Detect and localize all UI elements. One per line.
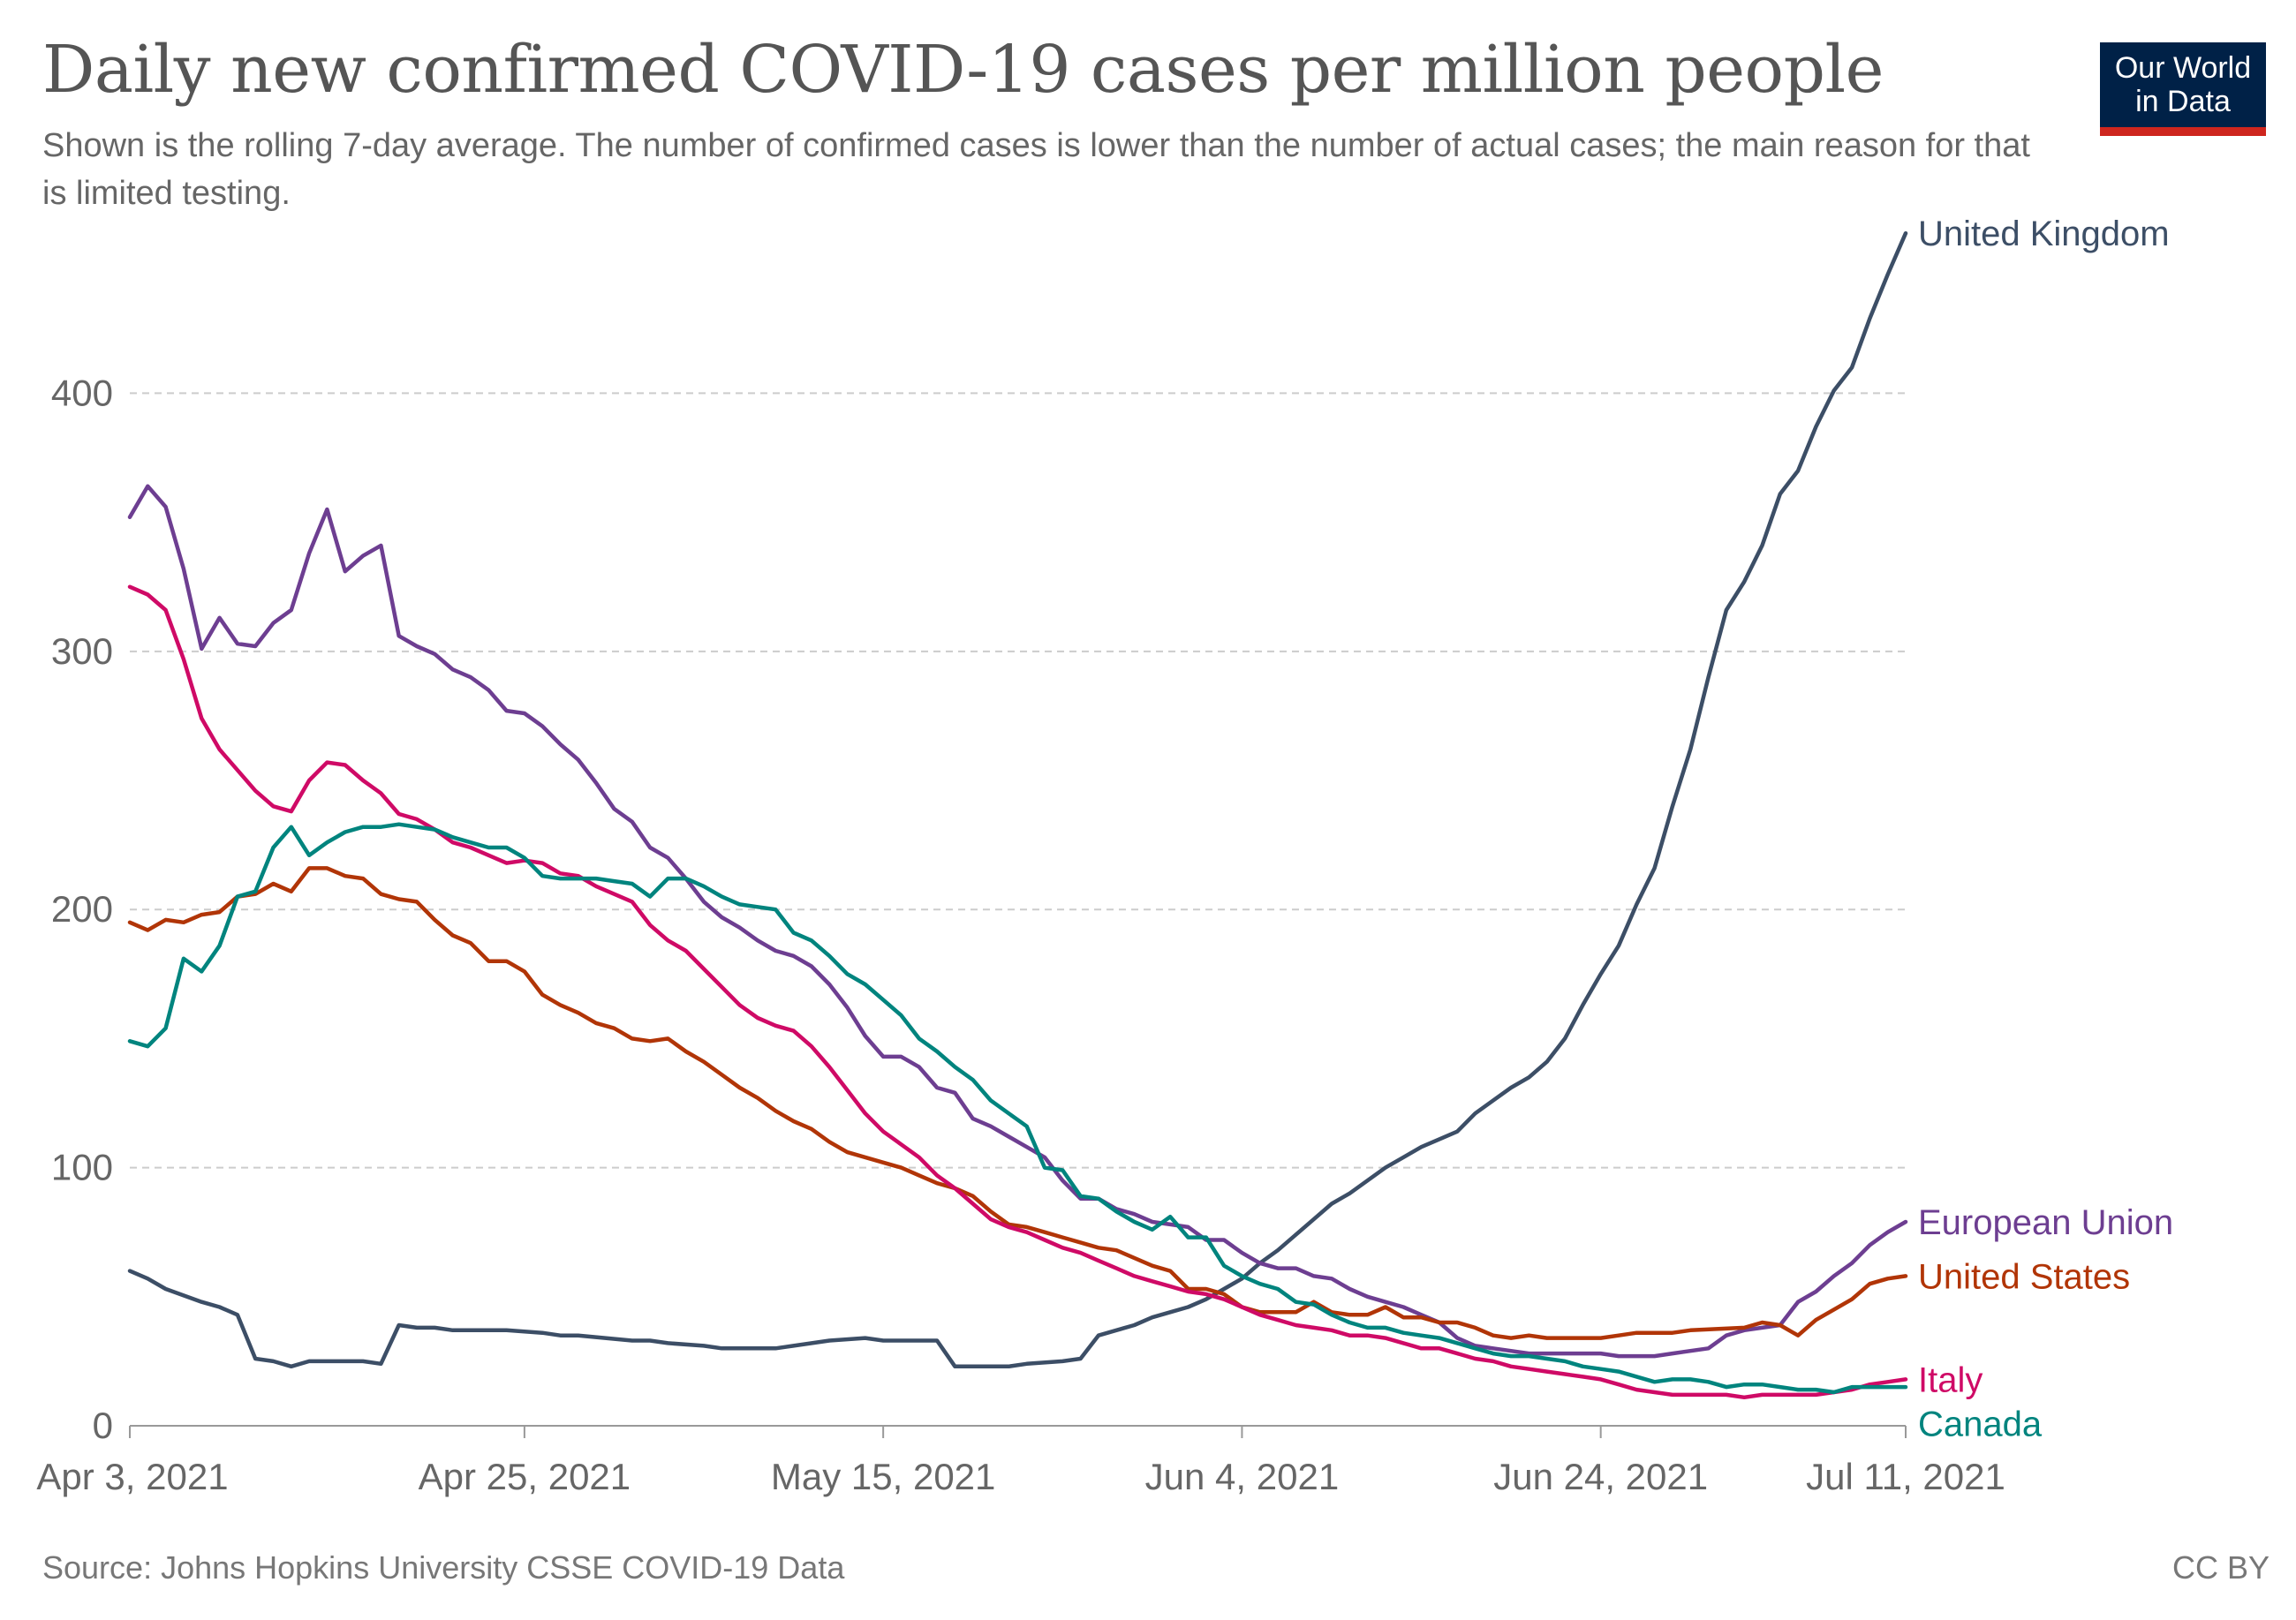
x-tick-label: May 15, 2021 <box>771 1456 996 1497</box>
series-label-italy[interactable]: Italy <box>1918 1360 1983 1399</box>
owid-logo[interactable]: Our World in Data <box>2100 42 2266 136</box>
chart-title: Daily new confirmed COVID-19 cases per m… <box>42 32 1884 108</box>
x-tick-label: Apr 25, 2021 <box>419 1456 631 1497</box>
source-note: Source: Johns Hopkins University CSSE CO… <box>42 1549 845 1586</box>
axes: 0 100 200 300 400 Apr 3, 2021 Apr 25, 2021 May … <box>36 372 2005 1497</box>
series-line-united-kingdom[interactable] <box>127 230 1908 1369</box>
series-line-italy[interactable] <box>127 584 1908 1400</box>
series-line-european-union[interactable] <box>127 484 1908 1359</box>
series-label-united-states[interactable]: United States <box>1918 1257 2130 1296</box>
x-tick-label: Jun 24, 2021 <box>1493 1456 1708 1497</box>
logo-line-1: Our World <box>2114 51 2252 85</box>
grid-lines <box>130 392 1906 1169</box>
y-tick-label: 400 <box>51 372 113 413</box>
series-label-united-kingdom[interactable]: United Kingdom <box>1918 215 2170 253</box>
logo-accent-bar <box>2100 127 2266 136</box>
x-tick-label: Apr 3, 2021 <box>36 1456 228 1497</box>
x-tick-label: Jun 4, 2021 <box>1145 1456 1340 1497</box>
series-line-canada[interactable] <box>127 822 1908 1395</box>
y-tick-label: 300 <box>51 630 113 672</box>
series-lines <box>127 230 1908 1400</box>
series-label-european-union[interactable]: European Union <box>1918 1203 2173 1242</box>
license-link[interactable]: CC BY <box>2171 1549 2270 1586</box>
series-line-united-states[interactable] <box>127 866 1908 1340</box>
x-tick-label: Jul 11, 2021 <box>1806 1456 2005 1497</box>
logo-line-2: in Data <box>2135 85 2231 118</box>
y-tick-label: 200 <box>51 888 113 930</box>
y-tick-label: 100 <box>51 1147 113 1188</box>
series-labels: United Kingdom European Union United State… <box>1918 215 2173 1443</box>
y-tick-label: 0 <box>93 1405 113 1446</box>
series-label-canada[interactable]: Canada <box>1918 1405 2043 1443</box>
chart-subtitle: Shown is the rolling 7-day average. The … <box>42 127 2030 212</box>
